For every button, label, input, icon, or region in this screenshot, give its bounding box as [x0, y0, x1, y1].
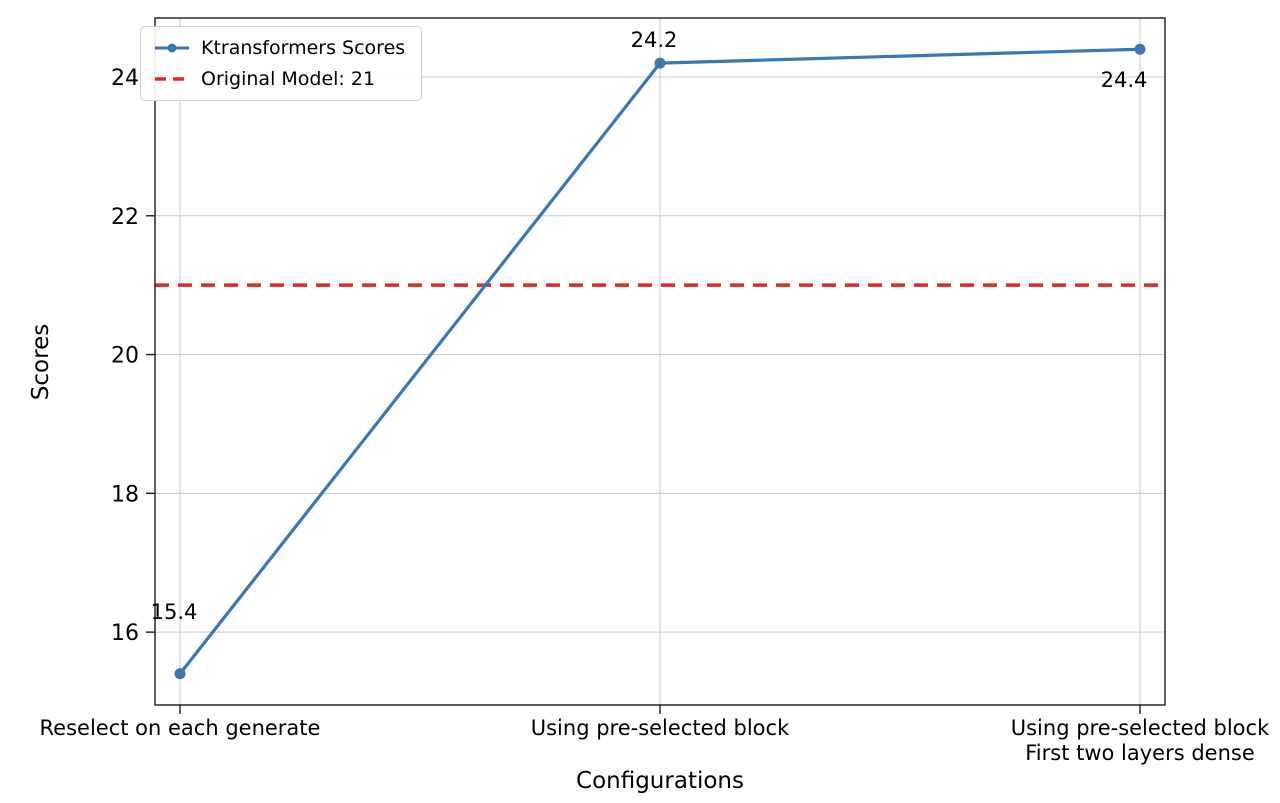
svg-text:18: 18 [111, 482, 139, 507]
svg-text:24.4: 24.4 [1101, 68, 1148, 92]
legend-item-series: Ktransformers Scores [153, 37, 405, 59]
series-line-icon [155, 43, 189, 53]
svg-text:Using pre-selected block: Using pre-selected block [531, 716, 790, 740]
point-labels: 15.4 24.2 24.4 [151, 28, 1148, 624]
svg-text:24.2: 24.2 [631, 28, 678, 52]
y-axis-label: Scores [28, 324, 54, 400]
legend-series-label: Ktransformers Scores [201, 37, 406, 59]
svg-text:24: 24 [111, 66, 139, 91]
legend-reference-label: Original Model: 21 [201, 68, 376, 90]
svg-text:20: 20 [111, 344, 139, 369]
svg-text:Reselect on each generate: Reselect on each generate [40, 716, 321, 740]
series-ktransformers-scores [174, 43, 1146, 680]
legend-item-reference: Original Model: 21 [153, 68, 405, 90]
x-axis-label: Configurations [576, 768, 744, 794]
svg-text:22: 22 [111, 205, 139, 230]
svg-text:16: 16 [111, 621, 139, 646]
legend: Ktransformers Scores Original Model: 21 [140, 26, 423, 101]
gridlines [155, 18, 1165, 705]
svg-text:15.4: 15.4 [151, 600, 198, 624]
dashed-line-icon [155, 77, 189, 81]
axis-ticks: 16 18 20 22 24 Reselect on each generate Using… [40, 66, 1271, 765]
